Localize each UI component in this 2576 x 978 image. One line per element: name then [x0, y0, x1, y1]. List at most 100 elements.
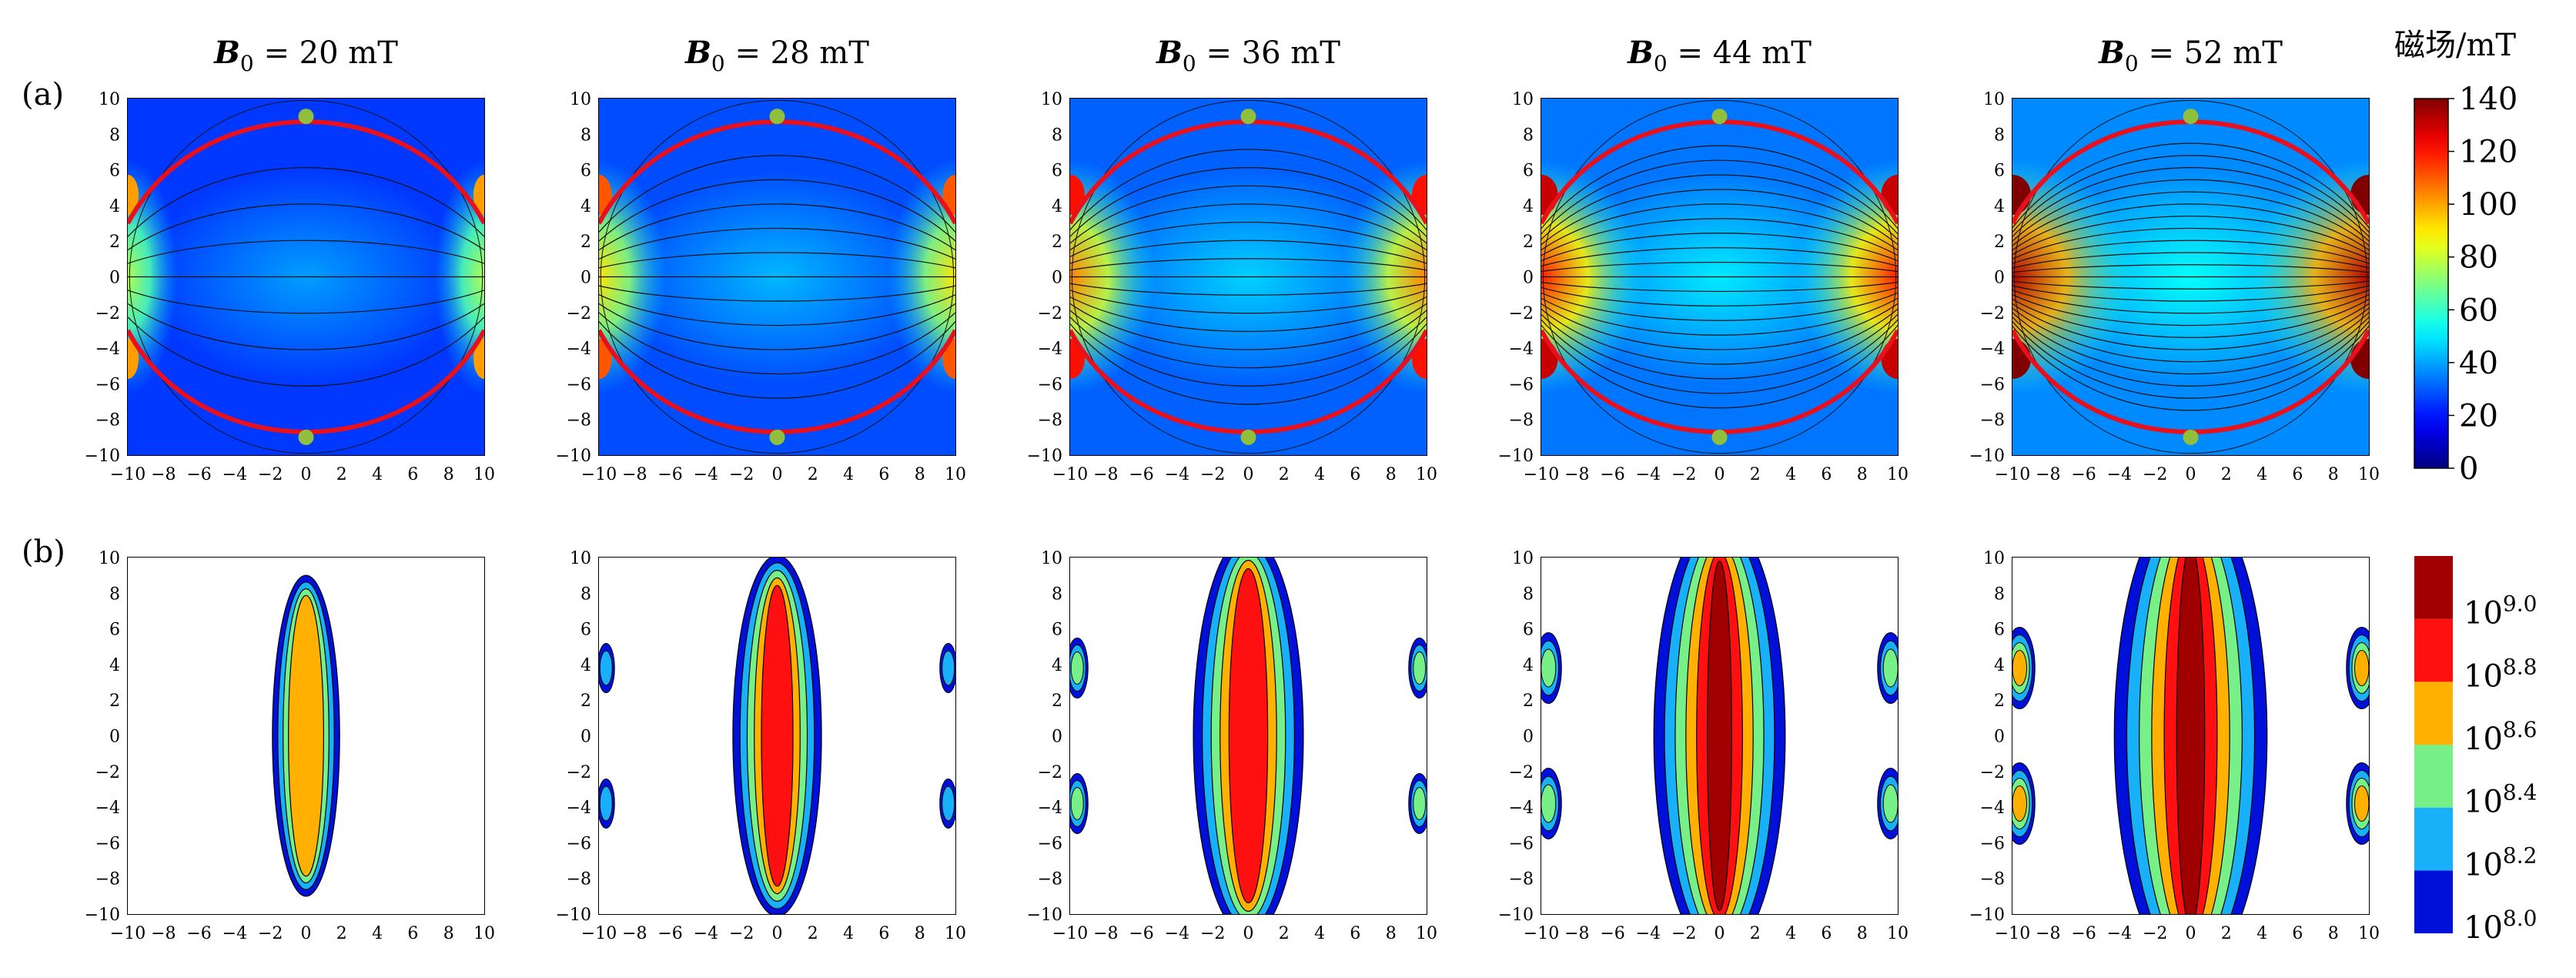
field-line: [1541, 286, 1898, 306]
x-tick-label: −4: [1165, 924, 1189, 943]
x-tick-label: −10: [110, 465, 146, 484]
field-line: [128, 239, 484, 264]
field-line: [2012, 167, 2369, 237]
y-tick-label: −2: [1980, 763, 2005, 782]
x-tick-label: −10: [110, 924, 146, 943]
field-line: [128, 303, 484, 350]
y-tick-label: 0: [580, 728, 591, 747]
field-line: [599, 179, 955, 242]
x-tick-label: 4: [1314, 465, 1325, 484]
field-line: [1541, 281, 1898, 293]
x-tick-label: −2: [1671, 465, 1696, 484]
colorbar-a-tick-label: 40: [2459, 346, 2498, 381]
y-tick-label: −6: [1038, 834, 1062, 853]
y-tick-label: 4: [580, 656, 591, 675]
side-density-contour: [2354, 650, 2369, 687]
y-tick-label: 10: [570, 549, 591, 568]
column-title: B0 = 44 mT: [1627, 35, 1812, 76]
colorbar-b-label: 108.4: [2464, 780, 2537, 820]
y-tick-label: −10: [1498, 906, 1534, 925]
x-tick-label: 2: [1279, 465, 1290, 484]
x-tick-label: −10: [1995, 924, 2030, 943]
x-tick-label: −10: [1524, 924, 1559, 943]
field-line: [2012, 252, 2369, 269]
x-tick-label: 4: [372, 465, 383, 484]
field-line: [2012, 191, 2369, 246]
side-density-contour: [1070, 651, 1084, 685]
x-tick-label: −6: [2071, 924, 2096, 943]
side-density-contour: [1541, 648, 1557, 688]
y-tick-label: −6: [95, 834, 120, 853]
x-tick-label: −10: [581, 465, 617, 484]
y-tick-label: −4: [567, 799, 591, 818]
x-tick-label: 0: [1243, 924, 1254, 943]
colorbar-b-segment: [2414, 556, 2453, 619]
field-line: [1070, 222, 1427, 257]
y-tick-label: −10: [1969, 447, 2005, 466]
null-point-marker: [298, 429, 314, 445]
y-tick-label: −8: [1980, 870, 2005, 889]
coil-boundary: [1542, 99, 1897, 454]
y-tick-label: 8: [1994, 584, 2005, 604]
field-line: [599, 227, 955, 260]
x-tick-label: 6: [1821, 465, 1832, 484]
coil-hotspot: [473, 175, 484, 216]
density-map: [1070, 558, 1427, 914]
y-tick-label: 4: [1994, 197, 2005, 216]
row-label-a: (a): [22, 77, 64, 112]
field-line: [1070, 317, 1427, 387]
y-tick-label: 8: [1052, 584, 1062, 604]
y-tick-label: −8: [1509, 870, 1534, 889]
field-line: [128, 290, 484, 314]
colorbar-a-tick-label: 100: [2459, 187, 2517, 223]
y-tick-label: −10: [1027, 906, 1062, 925]
y-tick-label: 6: [1523, 621, 1534, 640]
coil-hotspot: [1881, 338, 1898, 379]
coil-hotspot: [2350, 338, 2369, 379]
field-line: [1541, 218, 1898, 256]
field-line: [1541, 324, 1898, 409]
field-line: [1070, 167, 1427, 237]
x-tick-label: −2: [258, 924, 283, 943]
side-density-contour: [2012, 650, 2027, 687]
y-tick-label: 0: [580, 269, 591, 288]
colorbar-a-tick-label: 140: [2459, 82, 2517, 117]
x-tick-label: 4: [2257, 924, 2267, 943]
field-line: [1070, 203, 1427, 251]
x-tick-label: 0: [772, 924, 783, 943]
y-tick-label: −2: [567, 304, 591, 323]
x-tick-label: 8: [443, 924, 454, 943]
x-tick-label: 6: [878, 924, 889, 943]
y-tick-label: −10: [85, 906, 120, 925]
x-tick-label: −6: [657, 465, 682, 484]
field-line: [1541, 159, 1898, 235]
y-tick-label: −2: [1038, 304, 1062, 323]
y-tick-label: 6: [1523, 162, 1534, 181]
field-line: [599, 155, 955, 233]
y-tick-label: 10: [1041, 549, 1062, 568]
field-line: [1070, 239, 1427, 264]
coil-boundary: [2013, 99, 2368, 454]
field-line: [1070, 303, 1427, 350]
field-line: [2012, 203, 2369, 251]
y-tick-label: 4: [109, 197, 120, 216]
x-tick-label: 2: [336, 465, 347, 484]
field-line: [599, 294, 955, 327]
field-line: [1070, 323, 1427, 405]
colorbar-b-segment: [2414, 807, 2453, 871]
y-tick-label: −10: [556, 447, 591, 466]
y-tick-label: −10: [556, 906, 591, 925]
density-contour: [2176, 558, 2206, 914]
coil-hotspot: [128, 338, 139, 379]
x-tick-label: 8: [2328, 924, 2339, 943]
y-tick-label: −4: [95, 799, 120, 818]
x-tick-label: −6: [1600, 924, 1624, 943]
null-point-marker: [1240, 109, 1256, 125]
x-tick-label: 0: [2186, 924, 2196, 943]
x-tick-label: −2: [1200, 465, 1225, 484]
side-density-contour: [599, 785, 613, 822]
field-line: [1541, 189, 1898, 246]
field-line: [1070, 310, 1427, 369]
side-density-contour: [1541, 784, 1557, 823]
y-tick-label: −8: [1038, 870, 1062, 889]
